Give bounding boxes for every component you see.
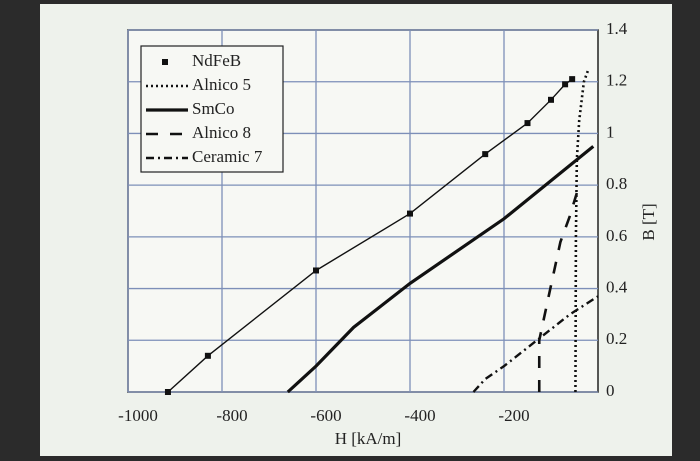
legend-label: NdFeB bbox=[192, 51, 241, 70]
series-line bbox=[286, 145, 595, 394]
y-tick-label: 0 bbox=[606, 381, 615, 400]
x-tick-label: -200 bbox=[498, 406, 529, 425]
marker bbox=[204, 352, 211, 359]
legend-label: Alnico 8 bbox=[192, 123, 251, 142]
y-tick-label: 1.2 bbox=[606, 71, 627, 90]
marker bbox=[313, 267, 319, 274]
y-tick-label: 0.8 bbox=[606, 174, 627, 193]
y-tick-label: 1 bbox=[606, 122, 615, 141]
marker bbox=[569, 76, 576, 83]
marker bbox=[562, 81, 569, 88]
x-tick-label: -800 bbox=[216, 406, 247, 425]
y-axis-label: B [T] bbox=[639, 203, 658, 240]
marker bbox=[524, 120, 531, 127]
marker bbox=[482, 151, 489, 158]
y-tick-label: 0.2 bbox=[606, 329, 627, 348]
x-tick-label: -600 bbox=[310, 406, 341, 425]
x-tick-label: -1000 bbox=[118, 406, 158, 425]
marker bbox=[164, 389, 171, 395]
series-line bbox=[537, 184, 581, 392]
y-tick-label: 0.6 bbox=[606, 226, 627, 245]
legend-label: SmCo bbox=[192, 99, 235, 118]
y-tick-label: 0.4 bbox=[606, 277, 628, 296]
marker bbox=[548, 96, 554, 103]
marker bbox=[407, 210, 413, 217]
y-tick-label: 1.4 bbox=[606, 19, 628, 38]
x-tick-label: -400 bbox=[404, 406, 435, 425]
legend-label: Alnico 5 bbox=[192, 75, 251, 94]
series-line bbox=[472, 295, 599, 393]
legend-marker bbox=[162, 59, 168, 65]
x-axis-label: H [kA/m] bbox=[335, 429, 402, 448]
legend-label: Ceramic 7 bbox=[192, 147, 263, 166]
